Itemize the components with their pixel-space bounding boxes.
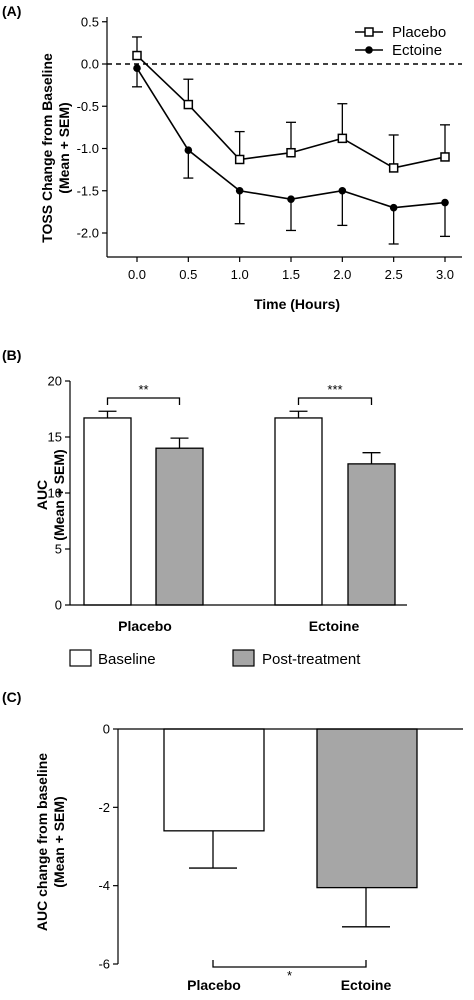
legend-baseline-label: Baseline bbox=[98, 651, 156, 668]
panel-a-ectoine-point bbox=[133, 64, 141, 73]
panel-a-x-tick-label: 2.5 bbox=[385, 267, 403, 282]
panel-a-x-tick-label: 2.0 bbox=[333, 267, 351, 282]
panel-a-y-tick-label: 0.0 bbox=[81, 57, 99, 72]
legend-post-treatment-label: Post-treatment bbox=[262, 651, 361, 668]
panel-b-placebo-post-treatment-bar bbox=[155, 447, 204, 606]
panel-a-x-label: Time (Hours) bbox=[254, 296, 340, 312]
panel-b-y-tick-label: 20 bbox=[48, 374, 62, 389]
legend-placebo-marker bbox=[364, 27, 374, 37]
panel-b-category-placebo: Placebo bbox=[118, 618, 172, 634]
panel-c-y-label-1: AUC change from baseline bbox=[34, 753, 50, 931]
panel-a-ectoine-point bbox=[287, 195, 295, 203]
legend-post-treatment-swatch bbox=[232, 649, 255, 667]
legend-ectoine-marker bbox=[365, 46, 373, 54]
panel-a-legend: Placebo Ectoine bbox=[355, 24, 446, 59]
panel-a-placebo-point bbox=[132, 50, 142, 61]
panel-c-category-ectoine: Ectoine bbox=[341, 977, 392, 993]
panel-a-ectoine-point bbox=[184, 146, 193, 154]
panel-b-y-label-2: (Mean + SEM) bbox=[51, 449, 67, 540]
panel-a-label: (A) bbox=[2, 3, 21, 19]
panel-a-x-tick-label: 3.0 bbox=[436, 267, 454, 282]
panel-b-ectoine-significance-bracket bbox=[297, 397, 373, 405]
panel-c-y-tick-label: 0 bbox=[103, 722, 110, 737]
panel-a-y-tick-label: 0.5 bbox=[81, 14, 99, 29]
panel-a-ectoine-point bbox=[441, 198, 449, 207]
panel-b-y-label-1: AUC bbox=[34, 480, 50, 510]
panel-a-placebo-point bbox=[440, 152, 450, 162]
panel-b-y-tick-label: 15 bbox=[48, 430, 62, 445]
panel-c-category-placebo: Placebo bbox=[187, 977, 241, 993]
panel-a-y-tick-label: -1.0 bbox=[77, 141, 99, 156]
panel-b-y-tick-label: 10 bbox=[48, 486, 62, 501]
panel-a-x-tick-label: 1.5 bbox=[282, 267, 300, 282]
panel-b-category-ectoine: Ectoine bbox=[309, 618, 360, 634]
panel-b-label: (B) bbox=[2, 347, 21, 363]
panel-b-legend: Baseline Post-treatment bbox=[69, 649, 361, 668]
panel-c-placebo-bar bbox=[163, 728, 265, 832]
legend-baseline-swatch bbox=[69, 649, 92, 667]
panel-a-y-tick-label: -0.5 bbox=[77, 99, 99, 114]
panel-b-ectoine-significance-label: *** bbox=[327, 382, 342, 397]
panel-c-significance-label: * bbox=[287, 968, 292, 983]
panel-a-x-tick-label: 0.5 bbox=[179, 267, 197, 282]
panel-a-placebo-point bbox=[183, 99, 194, 110]
panel-c-significance-bracket bbox=[212, 960, 367, 968]
panel-a-y-label-1: TOSS Change from Baseline bbox=[39, 53, 55, 243]
panel-b-y-tick-label: 5 bbox=[55, 542, 62, 557]
panel-a-y-tick-label: -2.0 bbox=[77, 226, 99, 241]
panel-c: (C) 0 -2 -4 -6 * AUC change from baseline (… bbox=[2, 689, 463, 993]
legend-ectoine-label: Ectoine bbox=[392, 42, 442, 59]
panel-b-ectoine-post-treatment-bar bbox=[347, 463, 396, 606]
panel-c-y-tick-label: -2 bbox=[98, 800, 110, 815]
panel-c-y-tick-label: -6 bbox=[98, 957, 110, 972]
panel-b-placebo-baseline-bar bbox=[83, 417, 132, 606]
panel-a-y-label-2: (Mean + SEM) bbox=[56, 102, 72, 193]
panel-a: (A) 0.5 0.0 -0.5 -1.0 -1.5 -2.0 0.0 0.5 1.0 1.5 2… bbox=[2, 3, 462, 312]
panel-a-y-tick-label: -1.5 bbox=[77, 183, 99, 198]
panel-a-placebo-point bbox=[337, 133, 348, 144]
panel-a-ectoine-point bbox=[338, 186, 347, 195]
panel-b-ectoine-baseline-bar bbox=[274, 417, 323, 606]
panel-a-placebo-point bbox=[234, 154, 245, 165]
panel-c-y-label-2: (Mean + SEM) bbox=[51, 796, 67, 887]
panel-a-placebo-point bbox=[286, 147, 296, 158]
legend-placebo-label: Placebo bbox=[392, 24, 446, 41]
panel-a-ectoine-point bbox=[389, 203, 398, 212]
panel-a-placebo-point bbox=[388, 163, 399, 173]
panel-a-ectoine-point bbox=[235, 186, 244, 195]
panel-a-x-tick-label: 0.0 bbox=[128, 267, 146, 282]
panel-c-label: (C) bbox=[2, 689, 21, 705]
panel-c-ectoine-bar bbox=[316, 728, 418, 889]
panel-b-placebo-significance-bracket bbox=[106, 397, 181, 405]
panel-b-y-tick-label: 0 bbox=[55, 598, 62, 613]
panel-b-placebo-significance-label: ** bbox=[138, 382, 148, 397]
panel-c-y-tick-label: -4 bbox=[98, 878, 110, 893]
panel-a-x-tick-label: 1.0 bbox=[231, 267, 249, 282]
